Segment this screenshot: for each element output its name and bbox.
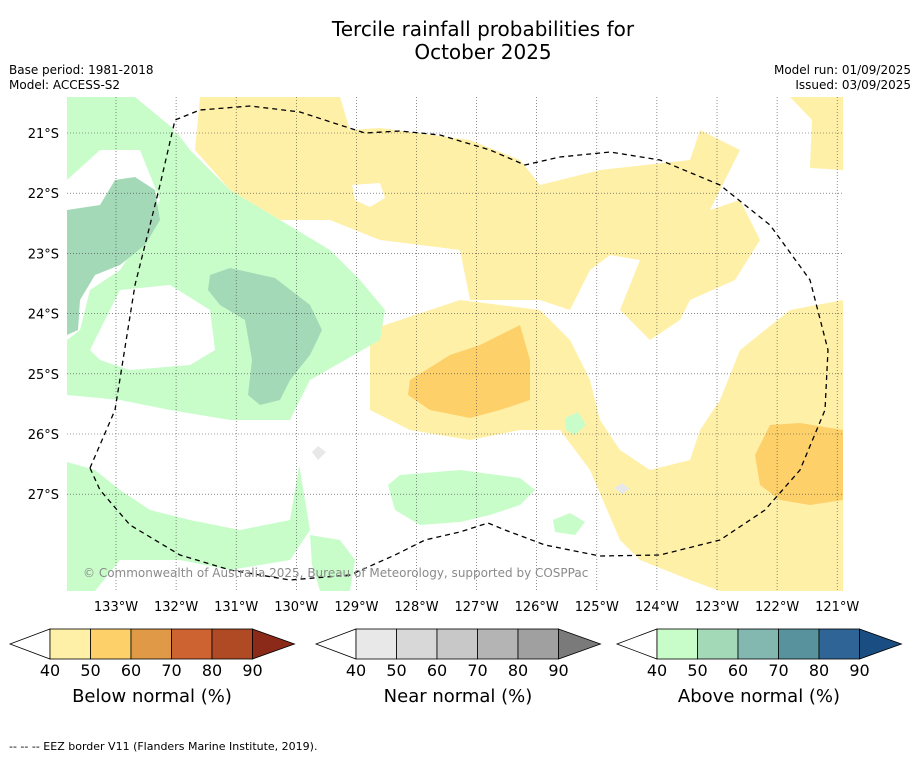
colorbar-label-near: Near normal (%): [383, 686, 533, 707]
colorbar-segment: [396, 628, 438, 660]
colorbar-tick-label: 80: [202, 661, 222, 678]
lon-tick-label: 129°W: [334, 600, 378, 615]
colorbar-segment: [49, 628, 91, 660]
colorbar-extend-high: [252, 628, 296, 660]
colorbar-segment: [656, 628, 698, 660]
colorbar-segment: [171, 628, 213, 660]
model-name: Model: ACCESS-S2: [9, 78, 121, 92]
lon-tick-label: 124°W: [635, 600, 679, 615]
colorbar-segment: [211, 628, 253, 660]
colorbar-extend-high: [859, 628, 903, 660]
lon-tick-label: 132°W: [154, 600, 198, 615]
latitude-labels: 21°S 22°S 23°S 24°S 25°S 26°S 27°S: [28, 127, 59, 503]
lat-tick-label: 27°S: [28, 488, 59, 503]
colorbar-segment: [90, 628, 132, 660]
colorbar-label-below: Below normal (%): [72, 686, 232, 707]
copyright-notice: © Commonwealth of Australia 2025, Bureau…: [83, 566, 588, 580]
below-normal-50-60-region: [408, 325, 843, 505]
colorbar-segment: [818, 628, 860, 660]
colorbar-extend-high: [558, 628, 602, 660]
colorbar-segment: [355, 628, 397, 660]
lon-tick-label: 127°W: [455, 600, 499, 615]
longitude-labels: 133°W 132°W 131°W 130°W 129°W 128°W 127°W 126°W…: [94, 600, 860, 615]
colorbar-tick-label: 40: [40, 661, 60, 678]
colorbar-extend-low: [8, 628, 51, 660]
colorbar-segment: [697, 628, 739, 660]
map-plot: 21°S22°S23°S24°S25°S26°S27°S 133°W 132°W 1…: [28, 97, 860, 615]
colorbar-tick-label: 90: [849, 661, 869, 678]
eez-border: [89, 105, 829, 581]
lat-tick-label: 21°S: [28, 127, 59, 142]
lon-tick-label: 126°W: [515, 600, 559, 615]
colorbar-extend-low: [314, 628, 357, 660]
colorbar-tick-label: 80: [508, 661, 528, 678]
lon-tick-label: 125°W: [575, 600, 619, 615]
colorbar-segment: [778, 628, 820, 660]
colorbar-tick-label: 80: [809, 661, 829, 678]
title-line-2: October 2025: [414, 40, 552, 64]
lat-tick-label: 26°S: [28, 428, 59, 443]
lon-tick-label: 128°W: [394, 600, 438, 615]
lat-tick-label: 22°S: [28, 187, 59, 202]
lat-tick-label: 24°S: [28, 308, 59, 323]
issued-date: Issued: 03/09/2025: [795, 78, 911, 92]
lon-tick-label: 131°W: [214, 600, 258, 615]
chart-title: Tercile rainfall probabilities for Octob…: [0, 18, 919, 64]
colorbar-tick-label: 70: [768, 661, 788, 678]
grid-lines: [67, 97, 843, 591]
map-fields: [67, 97, 843, 591]
colorbar-tick-label: 90: [242, 661, 262, 678]
lat-tick-label: 23°S: [28, 247, 59, 262]
colorbar-below-normal: 40 50 60 70 80 90: [8, 628, 296, 678]
colorbar-segment: [477, 628, 519, 660]
colorbar-segment: [737, 628, 779, 660]
lon-tick-label: 122°W: [755, 600, 799, 615]
footer-note: -- -- -- EEZ border V11 (Flanders Marine…: [9, 740, 318, 753]
colorbar-segment: [517, 628, 559, 660]
colorbar-label-above: Above normal (%): [677, 686, 841, 707]
lat-tick-label: 25°S: [28, 368, 59, 383]
model-run: Model run: 01/09/2025: [773, 63, 911, 77]
below-normal-40-50-region: [67, 97, 843, 591]
title-line-1: Tercile rainfall probabilities for: [331, 17, 635, 41]
colorbar-tick-label: 50: [80, 661, 100, 678]
colorbar-segment: [130, 628, 172, 660]
colorbar-tick-label: 70: [161, 661, 181, 678]
lon-tick-label: 130°W: [274, 600, 318, 615]
meta-left: Base period: 1981-2018 Model: ACCESS-S2: [9, 63, 154, 93]
colorbar-tick-label: 70: [467, 661, 487, 678]
colorbar-tick-label: 50: [687, 661, 707, 678]
colorbar-tick-label: 60: [427, 661, 447, 678]
colorbar-tick-label: 60: [728, 661, 748, 678]
lon-tick-label: 121°W: [815, 600, 859, 615]
above-normal-50-60-region: [67, 177, 322, 405]
colorbar-tick-label: 60: [121, 661, 141, 678]
colorbar-tick-label: 90: [548, 661, 568, 678]
colorbar-extend-low: [615, 628, 658, 660]
lon-tick-label: 123°W: [695, 600, 739, 615]
colorbar-tick-label: 50: [386, 661, 406, 678]
colorbar-near-normal: 40 50 60 70 80 90: [314, 628, 602, 678]
lon-tick-label: 133°W: [94, 600, 138, 615]
colorbar-tick-label: 40: [346, 661, 366, 678]
colorbar-tick-label: 40: [647, 661, 667, 678]
colorbar-above-normal: 40 50 60 70 80 90: [615, 628, 903, 678]
base-period: Base period: 1981-2018: [9, 63, 154, 77]
colorbar-segment: [436, 628, 478, 660]
meta-right: Model run: 01/09/2025 Issued: 03/09/2025: [774, 63, 911, 93]
